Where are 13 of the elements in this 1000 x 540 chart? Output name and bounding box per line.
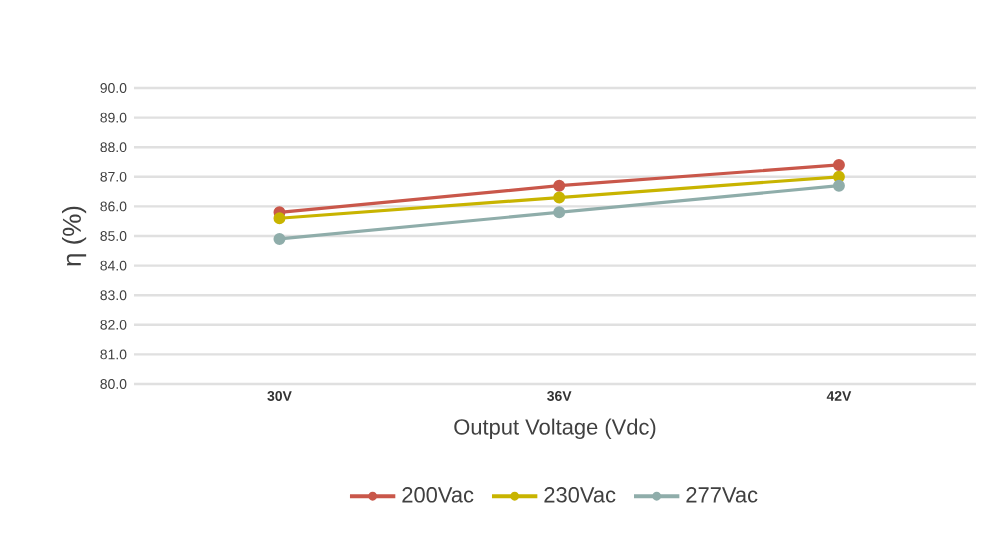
point	[553, 191, 566, 204]
point	[832, 179, 845, 192]
x-axis-title: Output Voltage (Vdc)	[454, 418, 656, 440]
point	[832, 158, 845, 171]
point	[832, 170, 845, 183]
point	[553, 206, 566, 219]
legend-label: 277Vac	[686, 487, 758, 503]
point	[273, 232, 286, 245]
point	[553, 179, 566, 192]
legend-label: 200Vac	[402, 487, 474, 503]
point	[273, 212, 286, 225]
y-axis-title: η (%)	[61, 206, 87, 266]
legend-label: 230Vac	[544, 487, 616, 503]
